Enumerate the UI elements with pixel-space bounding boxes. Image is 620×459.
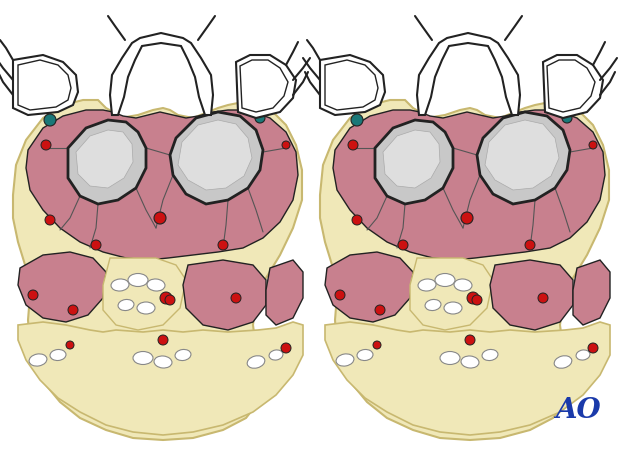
Ellipse shape <box>175 349 191 361</box>
Polygon shape <box>18 60 71 110</box>
Ellipse shape <box>425 299 441 311</box>
Ellipse shape <box>444 302 462 314</box>
Ellipse shape <box>440 352 460 364</box>
Polygon shape <box>325 252 413 322</box>
Circle shape <box>588 343 598 353</box>
Polygon shape <box>325 322 610 435</box>
Ellipse shape <box>154 356 172 368</box>
Circle shape <box>41 140 51 150</box>
Polygon shape <box>410 258 493 330</box>
Polygon shape <box>240 60 288 112</box>
Ellipse shape <box>554 356 572 368</box>
Circle shape <box>348 140 358 150</box>
Polygon shape <box>325 60 378 110</box>
Polygon shape <box>236 55 296 118</box>
Ellipse shape <box>50 349 66 360</box>
Polygon shape <box>18 252 106 322</box>
Circle shape <box>465 335 475 345</box>
Circle shape <box>352 215 362 225</box>
Circle shape <box>255 113 265 123</box>
Ellipse shape <box>247 356 265 368</box>
Polygon shape <box>103 258 186 330</box>
Polygon shape <box>320 100 609 440</box>
Circle shape <box>373 341 381 349</box>
Polygon shape <box>477 112 570 204</box>
Polygon shape <box>18 322 303 435</box>
Circle shape <box>562 113 572 123</box>
Circle shape <box>335 290 345 300</box>
Circle shape <box>525 240 535 250</box>
Circle shape <box>231 293 241 303</box>
Ellipse shape <box>357 349 373 360</box>
Circle shape <box>282 141 290 149</box>
Circle shape <box>158 335 168 345</box>
Ellipse shape <box>133 352 153 364</box>
Polygon shape <box>76 130 133 188</box>
Ellipse shape <box>269 350 283 360</box>
Polygon shape <box>543 55 603 118</box>
Circle shape <box>375 305 385 315</box>
Ellipse shape <box>147 279 165 291</box>
Ellipse shape <box>29 354 47 366</box>
Ellipse shape <box>111 279 129 291</box>
Polygon shape <box>26 110 298 260</box>
Ellipse shape <box>118 299 134 311</box>
Circle shape <box>44 114 56 126</box>
Circle shape <box>589 141 597 149</box>
Circle shape <box>351 114 363 126</box>
Polygon shape <box>170 112 263 204</box>
Polygon shape <box>375 120 453 204</box>
Polygon shape <box>547 60 595 112</box>
Ellipse shape <box>128 274 148 286</box>
Ellipse shape <box>137 302 155 314</box>
Circle shape <box>160 292 172 304</box>
Polygon shape <box>383 130 440 188</box>
Circle shape <box>45 215 55 225</box>
Polygon shape <box>485 120 559 190</box>
Ellipse shape <box>576 350 590 360</box>
Circle shape <box>538 293 548 303</box>
Circle shape <box>467 292 479 304</box>
Polygon shape <box>110 33 213 115</box>
Polygon shape <box>266 260 303 325</box>
Circle shape <box>461 212 473 224</box>
Text: AO: AO <box>555 397 601 424</box>
Ellipse shape <box>336 354 354 366</box>
Circle shape <box>165 295 175 305</box>
Polygon shape <box>417 33 520 115</box>
Circle shape <box>398 240 408 250</box>
Circle shape <box>28 290 38 300</box>
Ellipse shape <box>435 274 455 286</box>
Circle shape <box>91 240 101 250</box>
Polygon shape <box>183 260 266 330</box>
Circle shape <box>472 295 482 305</box>
Ellipse shape <box>454 279 472 291</box>
Circle shape <box>281 343 291 353</box>
Polygon shape <box>68 120 146 204</box>
Polygon shape <box>13 55 78 115</box>
Polygon shape <box>13 100 302 440</box>
Circle shape <box>218 240 228 250</box>
Circle shape <box>66 341 74 349</box>
Ellipse shape <box>482 349 498 361</box>
Ellipse shape <box>461 356 479 368</box>
Ellipse shape <box>418 279 436 291</box>
Circle shape <box>68 305 78 315</box>
Polygon shape <box>333 110 605 260</box>
Polygon shape <box>490 260 573 330</box>
Polygon shape <box>573 260 610 325</box>
Polygon shape <box>178 120 252 190</box>
Circle shape <box>154 212 166 224</box>
Polygon shape <box>320 55 385 115</box>
